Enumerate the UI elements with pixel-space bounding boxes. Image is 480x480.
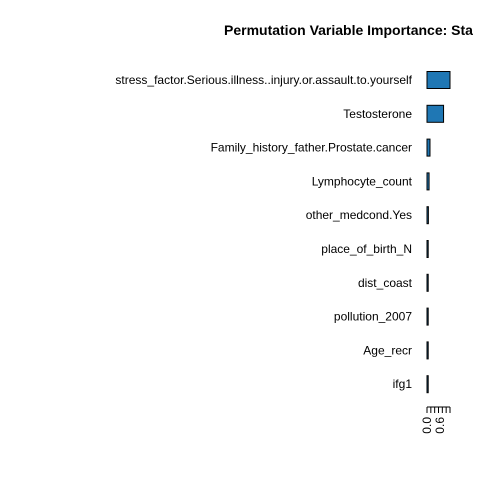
bar [426, 172, 430, 191]
x-axis: 0.0 0.6 [420, 406, 451, 434]
bar [426, 206, 429, 225]
category-label: dist_coast [358, 276, 413, 290]
category-labels: stress_factor.Serious.illness..injury.or… [115, 73, 412, 391]
bar [426, 375, 429, 394]
bar [426, 273, 429, 292]
category-label: place_of_birth_N [321, 242, 412, 256]
bar [426, 307, 429, 326]
bar [426, 240, 429, 258]
category-label: other_medcond.Yes [306, 208, 412, 222]
x-tick-label: 0.0 [420, 417, 434, 434]
category-label: pollution_2007 [334, 310, 412, 324]
category-label: ifg1 [393, 377, 413, 391]
x-tick-label: 0.6 [433, 417, 447, 434]
bars-group [426, 71, 451, 394]
bar [426, 71, 451, 89]
chart-title: Permutation Variable Importance: Sta [224, 22, 473, 38]
bar [426, 104, 445, 123]
bar [426, 341, 429, 360]
category-label: Age_recr [363, 343, 412, 357]
category-label: Testosterone [343, 107, 412, 121]
category-label: stress_factor.Serious.illness..injury.or… [115, 73, 412, 87]
bar [426, 138, 431, 157]
category-label: Lymphocyte_count [312, 174, 413, 188]
category-label: Family_history_father.Prostate.cancer [211, 141, 412, 155]
